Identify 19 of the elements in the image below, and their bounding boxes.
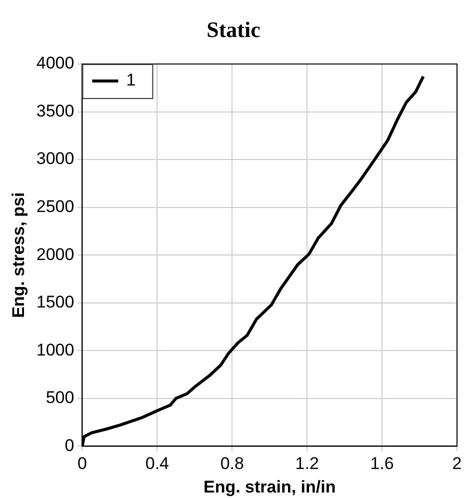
y-tick-label: 3000 (36, 149, 74, 168)
y-axis-title: Eng. stress, psi (8, 192, 28, 318)
x-tick-label: 0 (77, 454, 87, 474)
x-tick-label: 0.4 (145, 454, 169, 474)
y-tick-label: 2000 (36, 244, 74, 264)
y-tick-label: 3500 (36, 101, 74, 120)
y-tick-label: 1500 (36, 292, 74, 312)
y-tick-label: 1000 (36, 340, 74, 360)
y-tick-label: 4000 (36, 54, 74, 73)
x-tick-label: 0.8 (220, 454, 244, 474)
legend-label: 1 (126, 70, 136, 90)
y-tick-label: 2500 (36, 197, 74, 216)
x-tick-label: 1.2 (295, 454, 319, 474)
x-axis-title: Eng. strain, in/in (203, 477, 336, 496)
chart-title: Static (206, 16, 262, 44)
x-tick-label: 1.6 (370, 454, 394, 474)
y-tick-label: 0 (64, 436, 74, 455)
x-tick-label: 2 (452, 454, 462, 474)
y-tick-label: 500 (46, 388, 74, 408)
